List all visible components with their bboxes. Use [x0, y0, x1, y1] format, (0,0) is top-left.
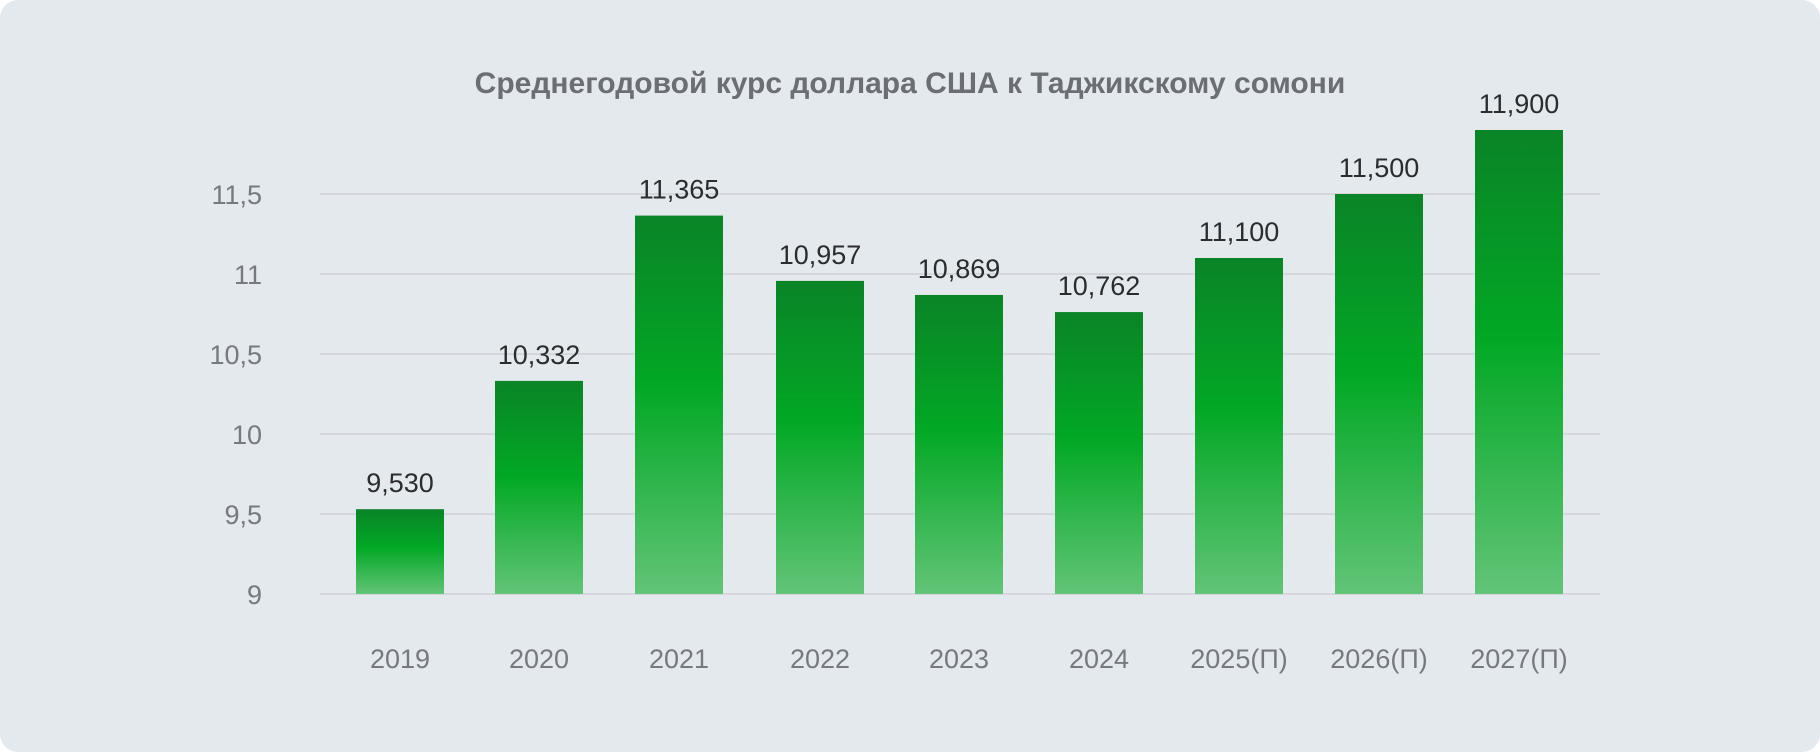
bar-2024 [1055, 312, 1143, 594]
x-tick-label: 2026(П) [1330, 644, 1427, 674]
y-tick-label: 11,5 [211, 180, 262, 210]
x-tick-label: 2019 [370, 644, 430, 674]
y-axis-tick-labels: 9 9,5 10 10,5 11 11,5 [209, 180, 262, 610]
value-label: 11,100 [1199, 217, 1280, 247]
bar-2023 [915, 294, 1003, 594]
x-tick-label: 2025(П) [1190, 644, 1287, 674]
y-tick-label: 9 [247, 580, 262, 610]
value-label: 9,530 [366, 468, 434, 498]
value-label: 10,869 [918, 254, 1001, 284]
bar-2025(П) [1195, 258, 1283, 594]
bars [356, 130, 1563, 594]
x-tick-label: 2024 [1069, 644, 1129, 674]
value-label: 11,365 [639, 175, 720, 205]
x-tick-label: 2020 [509, 644, 569, 674]
y-tick-label: 11 [234, 260, 262, 290]
value-label: 11,500 [1339, 153, 1420, 183]
x-tick-label: 2027(П) [1470, 644, 1567, 674]
value-label: 10,957 [779, 240, 862, 270]
y-tick-label: 10,5 [209, 340, 262, 370]
value-labels: 9,530 10,332 11,365 10,957 10,869 10,762 11,10… [366, 89, 1559, 498]
value-label: 10,762 [1058, 271, 1141, 301]
bar-2026(П) [1335, 194, 1423, 594]
bar-2020 [495, 380, 583, 594]
bar-2019 [356, 509, 444, 594]
y-tick-label: 10 [232, 420, 262, 450]
value-label: 10,332 [498, 340, 581, 370]
x-tick-label: 2022 [790, 644, 850, 674]
bar-2021 [635, 215, 723, 594]
y-tick-label: 9,5 [224, 500, 262, 530]
x-tick-label: 2023 [929, 644, 989, 674]
value-label: 11,900 [1479, 89, 1560, 119]
x-tick-label: 2021 [649, 644, 709, 674]
x-axis-tick-labels: 2019 2020 2021 2022 2023 2024 2025(П) 2026(П) 20… [370, 644, 1568, 674]
bar-2027(П) [1475, 130, 1563, 594]
chart-title: Среднегодовой курс доллара США к Таджикс… [475, 67, 1346, 100]
bar-2022 [776, 280, 864, 594]
